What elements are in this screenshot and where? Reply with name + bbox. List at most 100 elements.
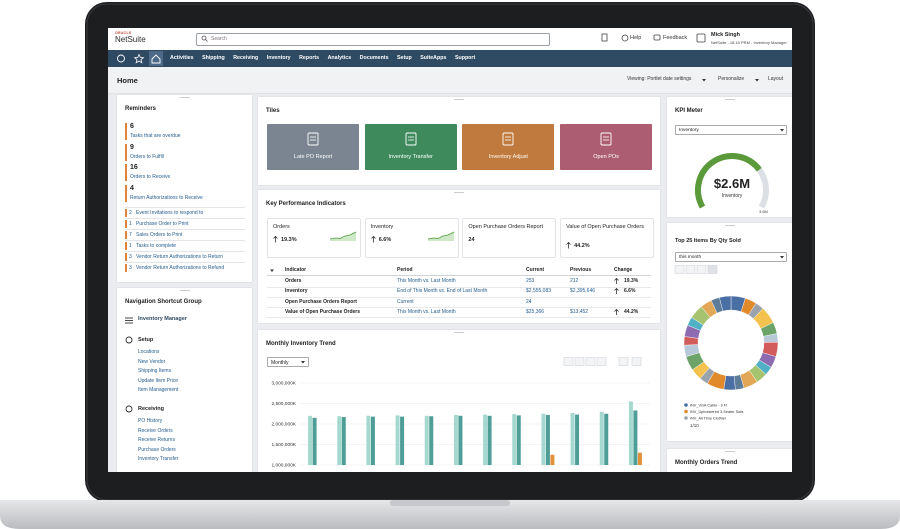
tile-icon-shape <box>405 132 417 146</box>
reminder-label[interactable]: Return Authorizations to Receive <box>130 194 203 201</box>
chart-toolbar <box>674 265 718 274</box>
kpi-cell[interactable]: $2,555,083 <box>526 288 552 295</box>
reminder-label[interactable]: Vendor Return Authorizations to Return <box>136 254 223 260</box>
reminder-count[interactable]: 9 <box>130 143 134 151</box>
reminder-label[interactable]: Tasks that are overdue <box>130 133 181 139</box>
reminder-count[interactable]: 3 <box>129 265 132 271</box>
tile[interactable]: Inventory Adjust <box>462 124 555 170</box>
bar <box>312 417 317 465</box>
viewing-select[interactable]: Viewing: Portlet date settings <box>627 76 692 82</box>
reminder-count[interactable]: 16 <box>130 164 138 171</box>
nav-item[interactable]: Receiving <box>233 55 259 61</box>
nav-item[interactable]: Support <box>454 55 476 61</box>
reminder-bar <box>125 209 127 217</box>
caret <box>755 79 759 82</box>
reminder-divider <box>125 207 245 208</box>
shortcut-link[interactable]: Inventory Transfer <box>138 456 179 462</box>
user-role: NetSuite - 18.19 PRM - Inventory Manager <box>711 40 787 45</box>
reminder-count[interactable]: 1 <box>129 221 132 227</box>
reminder-count[interactable]: 1 <box>129 243 132 249</box>
kpi-cell[interactable]: 212 <box>570 278 579 284</box>
shortcut-link[interactable]: PO History <box>138 418 163 424</box>
shortcuts-panel: Navigation Shortcut Group Inventory Manag… <box>117 288 252 472</box>
tile[interactable]: Inventory Transfer <box>364 124 457 170</box>
tile[interactable]: Late PO Report <box>267 124 359 170</box>
kpi-card[interactable]: Value of Open Purchase Orders 44.2% <box>560 218 655 258</box>
reminder-label[interactable]: Orders to Fulfill <box>130 153 164 160</box>
period-select[interactable]: this month <box>675 252 787 262</box>
nav-item[interactable]: Shipping <box>202 55 225 61</box>
reminder-bar <box>125 253 127 261</box>
toolbar-button <box>574 357 585 366</box>
kpi-cell[interactable]: $2,395,646 <box>570 288 596 295</box>
nav-item[interactable]: Reports <box>299 55 320 61</box>
personalize-button[interactable]: Personalize <box>718 76 745 82</box>
feedback-link[interactable]: Feedback <box>663 35 688 41</box>
bar <box>429 416 434 465</box>
reminder-count[interactable]: 2 <box>129 210 132 216</box>
kpi-cell[interactable]: 253 <box>526 278 535 284</box>
user-name[interactable]: Mick Singh <box>711 32 741 38</box>
search-icon <box>201 35 208 42</box>
reminder-count[interactable]: 3 <box>129 254 132 260</box>
tile-label: Late PO Report <box>293 154 333 160</box>
kpi-cell[interactable]: This Month vs. Last Month <box>397 308 456 315</box>
nav-item[interactable]: Documents <box>359 55 389 61</box>
recent-icon <box>117 54 125 63</box>
shortcut-link[interactable]: Shipping Items <box>138 368 172 374</box>
reminder-label[interactable]: Tasks to complete <box>136 243 177 249</box>
kpi-cell[interactable]: $25,366 <box>526 308 545 315</box>
reminder-label[interactable]: Event Invitations to respond to <box>136 210 204 216</box>
bar <box>337 416 342 465</box>
search-box[interactable] <box>196 33 550 46</box>
reminder-label[interactable]: Orders to Receive <box>130 174 171 180</box>
kpi-cell[interactable]: 24 <box>526 298 532 305</box>
period-select[interactable]: Monthly <box>267 357 309 367</box>
shortcut-link[interactable]: Purchase Orders <box>138 446 176 453</box>
section-title: Receiving <box>138 406 164 412</box>
kpi-card[interactable]: Orders 19.3% <box>267 218 361 258</box>
reminder-count[interactable]: 4 <box>130 184 134 192</box>
gauge-label: Inventory <box>722 193 743 199</box>
kpi-row-divider <box>267 296 651 298</box>
nav-item[interactable]: Analytics <box>327 55 352 61</box>
nav-item[interactable]: Setup <box>397 55 412 61</box>
kpi-cell[interactable]: This Month vs. Last Month <box>397 278 456 284</box>
bar <box>575 414 580 465</box>
kpi-column-header: Current <box>526 267 545 273</box>
shortcut-group[interactable]: Inventory Manager <box>138 316 187 322</box>
meter-select[interactable]: Inventory <box>675 125 787 135</box>
kpi-card[interactable]: Inventory 6.6% <box>364 218 459 258</box>
kpi-card[interactable]: Open Purchase Orders Report 24 <box>462 218 557 258</box>
kpi-cell[interactable]: Current <box>397 298 414 305</box>
gauge-tick-label: 3.6M <box>759 209 768 214</box>
reminder-label[interactable]: Purchase Order to Print <box>136 221 189 227</box>
reminder-label[interactable]: Sales Orders to Print <box>136 232 183 238</box>
nav-item[interactable]: Inventory <box>266 55 291 61</box>
legend-swatch <box>684 409 688 414</box>
shortcut-link[interactable]: Update Item Price <box>138 377 179 384</box>
shortcut-link[interactable]: Receive Orders <box>138 427 173 434</box>
bar <box>308 415 313 465</box>
shortcut-link[interactable]: Item Management <box>138 387 179 393</box>
reminder-count[interactable]: 6 <box>130 123 134 130</box>
help-link[interactable]: Help <box>630 35 642 41</box>
reminder-label[interactable]: Vendor Return Authorizations to Refund <box>136 265 225 271</box>
layout-button[interactable]: Layout <box>768 76 784 82</box>
feedback-icon <box>653 34 661 41</box>
tile-icon <box>600 132 612 146</box>
shortcut-link[interactable]: Receive Returns <box>138 437 175 443</box>
shortcut-link[interactable]: New Vendor <box>138 358 166 365</box>
bar <box>570 412 575 465</box>
dropdown-carets <box>702 79 759 82</box>
tile[interactable]: Open POs <box>560 124 653 170</box>
drag-handle <box>179 290 190 291</box>
kpi-cell[interactable]: End of This Month vs. End of Last Month <box>397 288 488 295</box>
kpi-cell[interactable]: $13,452 <box>570 308 589 315</box>
kpi-indicator: Open Purchase Orders Report <box>285 298 357 305</box>
drag-handle <box>724 99 735 100</box>
nav-item[interactable]: SuiteApps <box>420 55 447 61</box>
shortcut-link[interactable]: Locations <box>138 349 160 355</box>
reminder-count[interactable]: 7 <box>129 232 132 238</box>
nav-item[interactable]: Activities <box>170 55 194 61</box>
